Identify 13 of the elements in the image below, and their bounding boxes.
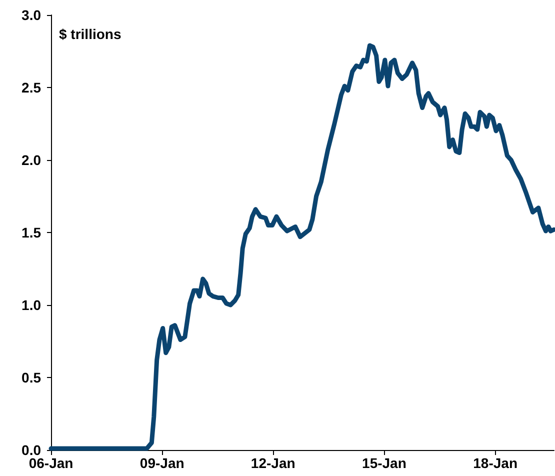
y-tick-label: 1.0 xyxy=(22,297,42,313)
x-tick-label: 12-Jan xyxy=(250,455,296,471)
y-axis-title: $ trillions xyxy=(59,26,122,42)
x-tick-label: 09-Jan xyxy=(140,455,184,471)
y-tick-label: 0.5 xyxy=(22,370,42,386)
x-tick-label: 18-Jan xyxy=(473,455,518,471)
y-tick-label: 1.5 xyxy=(22,224,42,240)
y-tick-label: 2.0 xyxy=(22,152,42,168)
x-tick-label: 15-Jan xyxy=(362,455,406,471)
y-tick-label: 3.0 xyxy=(22,7,42,23)
y-tick-label: 2.5 xyxy=(22,80,42,96)
x-tick-label: 06-Jan xyxy=(28,455,74,471)
y-tick-label: 0.0 xyxy=(22,442,42,458)
